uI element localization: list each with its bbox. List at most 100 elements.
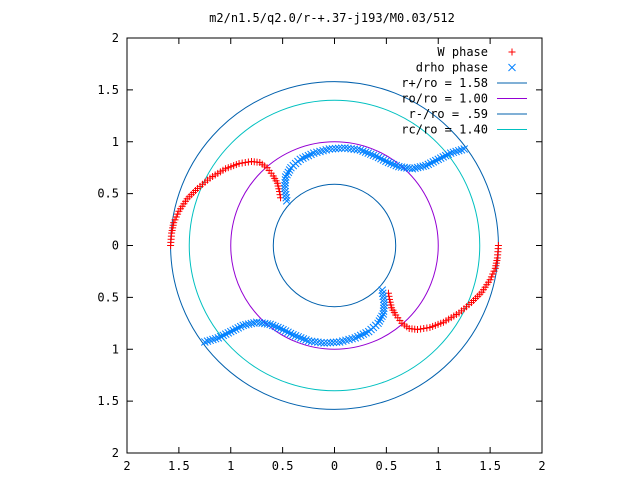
- drho-phase-point: [334, 144, 343, 153]
- drho-phase-point: [379, 292, 388, 301]
- y-tick-label: 1: [112, 135, 119, 149]
- drho-phase-point: [299, 335, 308, 343]
- drho-phase-point: [454, 146, 463, 155]
- drho-phase-point: [341, 144, 349, 152]
- drho-phase-point: [344, 144, 352, 153]
- drho-phase-point: [332, 338, 341, 347]
- drho-phase-point: [274, 323, 282, 332]
- x-tick-label: 1: [227, 459, 234, 473]
- drho-phase-point: [389, 160, 398, 169]
- drho-phase-point: [441, 151, 450, 160]
- drho-phase-point: [436, 154, 445, 162]
- drho-phase-point: [284, 168, 293, 177]
- drho-phase-point: [378, 289, 387, 298]
- w-phase-point: [172, 213, 180, 221]
- w-phase-point: [417, 325, 425, 333]
- legend-swatch: [508, 63, 516, 72]
- drho-phase-point: [304, 151, 313, 160]
- drho-phase-point: [342, 336, 350, 345]
- drho-phase-point: [361, 148, 370, 156]
- drho-phase-point: [366, 150, 375, 159]
- drho-phase-point: [384, 158, 393, 167]
- drho-phase-point: [216, 332, 225, 341]
- drho-phase-point: [279, 325, 287, 334]
- drho-phase-point: [325, 145, 334, 153]
- legend-label: ro/ro = 1.00: [401, 92, 488, 106]
- x-tick-label: 0.5: [376, 459, 398, 473]
- drho-phase-point: [320, 339, 328, 347]
- drho-phase-point: [354, 332, 362, 341]
- w-phase-point: [426, 323, 434, 331]
- y-tick-label: 2: [112, 31, 119, 45]
- drho-phase-point: [310, 337, 319, 346]
- drho-phase-point: [319, 146, 327, 155]
- w-phase-point: [174, 210, 182, 218]
- drho-phase-point: [229, 326, 238, 335]
- legend-swatch: [508, 48, 516, 56]
- drho-phase-point: [351, 333, 360, 342]
- drho-phase-point: [322, 145, 331, 154]
- drho-phase-point: [379, 310, 388, 318]
- w-phase-point: [238, 159, 246, 167]
- w-phase-point: [423, 324, 431, 332]
- drho-phase-point: [460, 145, 469, 153]
- w-phase-point: [170, 219, 178, 227]
- drho-phase-point: [444, 150, 453, 159]
- drho-phase-point: [434, 155, 443, 164]
- drho-phase-point: [296, 155, 305, 164]
- x-tick-label: 2: [538, 459, 545, 473]
- drho-phase-point: [317, 338, 325, 347]
- drho-phase-point: [281, 327, 290, 335]
- w-phase-point: [235, 160, 243, 168]
- drho-phase-point: [356, 331, 365, 340]
- w-phase-point: [491, 264, 499, 272]
- drho-phase-point: [439, 153, 448, 161]
- drho-phase-point: [426, 159, 435, 167]
- drho-phase-point: [335, 338, 344, 346]
- w-phase-point: [489, 270, 497, 278]
- drho-phase-point: [281, 176, 290, 184]
- drho-phase-point: [283, 170, 291, 179]
- drho-phase-point: [446, 149, 455, 158]
- drho-phase-point: [449, 148, 458, 157]
- drho-phase-point: [326, 338, 335, 347]
- drho-phase-point: [419, 162, 427, 171]
- drho-phase-point: [375, 317, 384, 325]
- drho-phase-point: [452, 147, 460, 156]
- legend-label: r+/ro = 1.58: [401, 76, 488, 90]
- drho-phase-point: [307, 337, 316, 346]
- legend-label: drho phase: [416, 61, 488, 75]
- x-tick-label: 0.5: [272, 459, 294, 473]
- drho-phase-point: [431, 156, 440, 165]
- circle-r-3: [230, 141, 439, 350]
- y-tick-label: 0: [112, 239, 119, 253]
- drho-phase-point: [379, 307, 388, 315]
- drho-phase-point: [356, 146, 365, 154]
- drho-phase-point: [382, 157, 390, 166]
- drho-phase-point: [345, 335, 353, 344]
- drho-phase-point: [299, 154, 307, 162]
- drho-phase-point: [347, 144, 355, 153]
- drho-phase-point: [369, 151, 378, 160]
- tick-layer: 2 1.5 1 0.5 0 0.5 1 1.5 221.510.500.511.52: [97, 31, 545, 473]
- drho-phase-point: [282, 197, 291, 205]
- drho-phase-point: [214, 333, 223, 342]
- drho-phase-point: [362, 329, 370, 337]
- drho-phase-point: [281, 190, 290, 199]
- drho-phase-point: [242, 320, 250, 329]
- drho-phase-point: [314, 338, 322, 347]
- drho-phase-point: [219, 331, 228, 340]
- w-phase-point: [487, 273, 495, 281]
- drho-phase-point: [353, 145, 362, 154]
- drho-phase-point: [276, 324, 285, 333]
- drho-phase-point: [350, 145, 359, 154]
- drho-phase-point: [304, 337, 313, 345]
- x-tick-label: 1.5: [168, 459, 190, 473]
- drho-phase-point: [231, 325, 240, 333]
- y-tick-label: 1.5: [97, 83, 119, 97]
- drho-phase-point: [234, 324, 243, 332]
- drho-phase-point: [206, 336, 215, 345]
- drho-phase-point: [301, 153, 310, 161]
